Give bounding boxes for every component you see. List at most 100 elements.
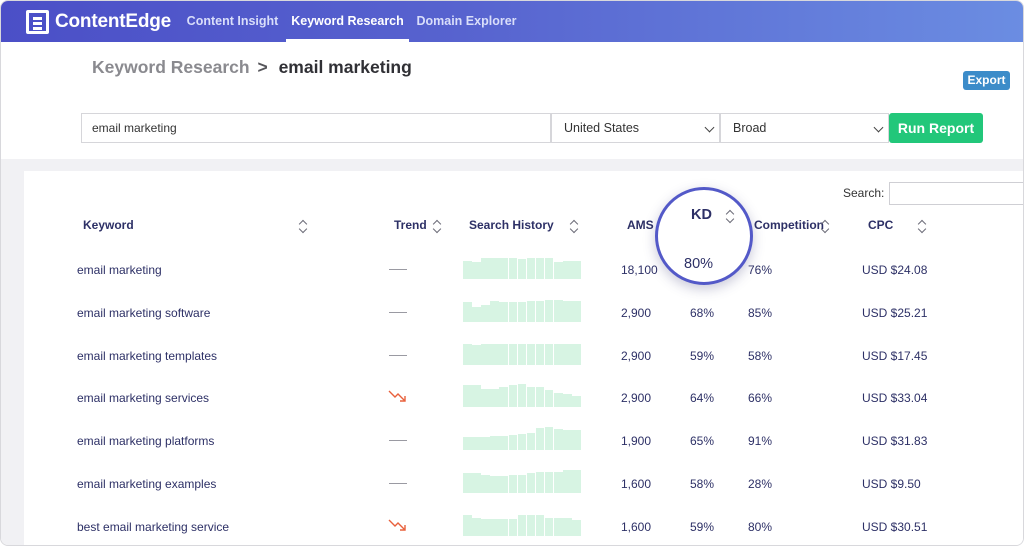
- history-bar: [472, 517, 481, 536]
- history-bar: [517, 515, 527, 536]
- history-bar: [463, 261, 472, 279]
- keyword-link[interactable]: email marketing examples: [77, 477, 217, 491]
- search-history-sparkline: [463, 427, 581, 450]
- history-bar: [563, 394, 572, 407]
- keyword-link[interactable]: email marketing: [77, 263, 162, 277]
- history-bar: [481, 474, 490, 493]
- kd-value: 64%: [690, 391, 715, 405]
- column-header-kd[interactable]: KD: [691, 207, 712, 223]
- cpc-value: USD $25.21: [862, 306, 928, 320]
- history-bar: [544, 343, 554, 365]
- history-bar: [472, 307, 481, 322]
- sort-icon[interactable]: [298, 219, 308, 233]
- history-bar: [499, 343, 508, 365]
- chevron-down-icon: [873, 122, 884, 133]
- kd-value: 68%: [690, 306, 715, 320]
- cpc-value: USD $17.45: [862, 349, 928, 363]
- document-icon: [26, 10, 49, 34]
- history-bar: [499, 302, 508, 322]
- history-bar: [554, 343, 563, 365]
- history-bar: [508, 302, 518, 322]
- tab-keyword-research[interactable]: Keyword Research: [286, 1, 409, 42]
- keyword-link[interactable]: email marketing platforms: [77, 434, 215, 448]
- sort-icon[interactable]: [569, 219, 579, 233]
- history-bar: [517, 343, 527, 365]
- history-bar: [517, 258, 527, 279]
- sort-icon[interactable]: [725, 209, 735, 223]
- table-search-input[interactable]: [889, 182, 1023, 205]
- history-bar: [499, 386, 508, 407]
- history-bar: [572, 343, 581, 365]
- keyword-link[interactable]: email marketing templates: [77, 349, 218, 363]
- kd-spotlight: [655, 187, 753, 285]
- history-bar: [563, 343, 572, 365]
- history-bar: [535, 301, 545, 322]
- history-bar: [526, 386, 536, 407]
- search-history-sparkline: [463, 342, 581, 365]
- country-select[interactable]: United States: [551, 113, 720, 143]
- search-history-sparkline: [463, 299, 581, 322]
- logo[interactable]: ContentEdge: [26, 10, 171, 34]
- sort-icon[interactable]: [432, 219, 442, 233]
- ams-value: 2,900: [621, 349, 652, 363]
- search-history-sparkline: [463, 256, 581, 279]
- keyword-link[interactable]: best email marketing service: [77, 520, 230, 534]
- tab-domain-explorer[interactable]: Domain Explorer: [416, 14, 517, 28]
- chevron-down-icon: [704, 122, 715, 133]
- history-bar: [554, 300, 563, 322]
- history-bar: [563, 430, 572, 450]
- history-bar: [463, 515, 472, 536]
- keyword-link[interactable]: email marketing software: [77, 306, 211, 320]
- competition-value: 28%: [748, 477, 773, 491]
- column-header-cpc[interactable]: CPC: [868, 218, 894, 232]
- history-bar: [526, 343, 536, 365]
- history-bar: [490, 343, 499, 365]
- history-bar: [490, 436, 499, 450]
- history-bar: [544, 257, 554, 279]
- history-bar: [472, 345, 481, 365]
- search-history-sparkline: [463, 513, 581, 536]
- column-header-ams[interactable]: AMS: [627, 218, 654, 232]
- history-bar: [508, 435, 518, 450]
- history-bar: [563, 517, 572, 536]
- history-bar: [526, 473, 536, 493]
- breadcrumb-separator: >: [257, 57, 268, 77]
- history-bar: [472, 262, 481, 279]
- page-title: email marketing: [278, 57, 412, 77]
- history-bar: [463, 302, 472, 322]
- ams-value: 1,600: [621, 520, 652, 534]
- trend-flat-icon: [389, 483, 407, 484]
- history-bar: [499, 436, 508, 450]
- history-bar: [472, 473, 481, 493]
- trend-down-icon: [388, 519, 406, 531]
- history-bar: [544, 472, 554, 493]
- keyword-input[interactable]: [81, 113, 551, 143]
- history-bar: [517, 384, 527, 407]
- history-bar: [490, 518, 499, 536]
- competition-value: 66%: [748, 391, 773, 405]
- sort-icon[interactable]: [820, 219, 830, 233]
- search-history-sparkline: [463, 384, 581, 407]
- keyword-link[interactable]: email marketing services: [77, 391, 210, 405]
- table-row: email marketing platforms 1,900 65% 91% USD …: [1, 427, 1023, 470]
- history-bar: [490, 475, 499, 493]
- column-header-competition[interactable]: Competition: [754, 218, 824, 232]
- history-bar: [544, 427, 554, 450]
- tab-content-insight[interactable]: Content Insight: [186, 14, 279, 28]
- history-bar: [463, 437, 472, 450]
- history-bar: [463, 473, 472, 493]
- trend-flat-icon: [389, 269, 407, 270]
- column-header-trend[interactable]: Trend: [394, 218, 427, 232]
- table-row: email marketing software 2,900 68% 85% USD $…: [1, 299, 1023, 342]
- column-header-search-history[interactable]: Search History: [469, 218, 554, 232]
- match-type-select[interactable]: Broad: [720, 113, 889, 143]
- export-button[interactable]: Export: [963, 71, 1010, 90]
- ams-value: 2,900: [621, 391, 652, 405]
- sort-icon[interactable]: [917, 219, 927, 233]
- run-report-button[interactable]: Run Report: [889, 113, 983, 143]
- history-bar: [508, 518, 518, 536]
- history-bar: [572, 470, 581, 493]
- breadcrumb-parent[interactable]: Keyword Research: [92, 57, 250, 77]
- column-header-keyword[interactable]: Keyword: [83, 218, 134, 232]
- history-bar: [481, 258, 490, 279]
